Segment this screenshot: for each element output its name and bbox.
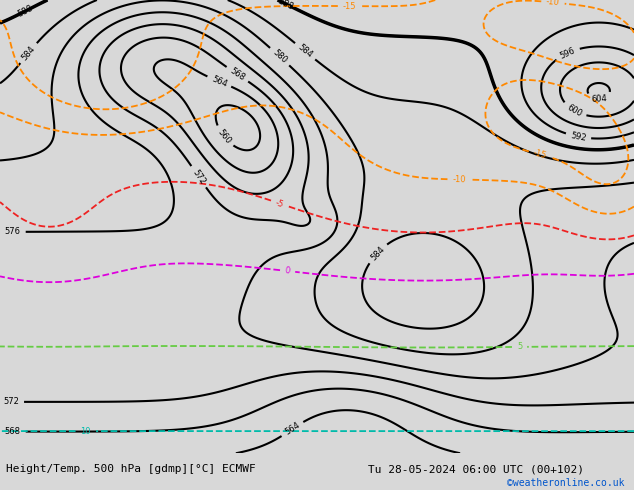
Text: 580: 580 — [271, 48, 288, 65]
Text: 560: 560 — [216, 127, 233, 146]
Text: 0: 0 — [285, 266, 291, 276]
Text: 572: 572 — [190, 168, 207, 186]
Text: 600: 600 — [566, 103, 583, 119]
Text: 5: 5 — [517, 343, 522, 351]
Text: 584: 584 — [20, 44, 37, 62]
Text: 592: 592 — [570, 131, 587, 143]
Text: 584: 584 — [296, 43, 314, 60]
Text: 564: 564 — [283, 421, 302, 437]
Text: 576: 576 — [4, 227, 21, 236]
Text: 596: 596 — [559, 46, 577, 60]
Text: 604: 604 — [592, 94, 608, 103]
Text: Height/Temp. 500 hPa [gdmp][°C] ECMWF: Height/Temp. 500 hPa [gdmp][°C] ECMWF — [6, 465, 256, 474]
Text: 10: 10 — [81, 427, 91, 436]
Text: 568: 568 — [228, 66, 247, 82]
Text: -15: -15 — [343, 1, 356, 11]
Text: 564: 564 — [210, 74, 228, 89]
Text: 572: 572 — [3, 397, 19, 406]
Text: 588: 588 — [16, 3, 35, 19]
Text: -15: -15 — [533, 148, 548, 161]
Text: 584: 584 — [369, 245, 386, 262]
Text: -10: -10 — [546, 0, 560, 8]
Text: -10: -10 — [453, 175, 466, 184]
Text: -5: -5 — [275, 198, 285, 209]
Text: 588: 588 — [277, 0, 295, 12]
Text: Tu 28-05-2024 06:00 UTC (00+102): Tu 28-05-2024 06:00 UTC (00+102) — [368, 465, 584, 474]
Text: ©weatheronline.co.uk: ©weatheronline.co.uk — [507, 478, 624, 488]
Text: 568: 568 — [4, 427, 21, 436]
